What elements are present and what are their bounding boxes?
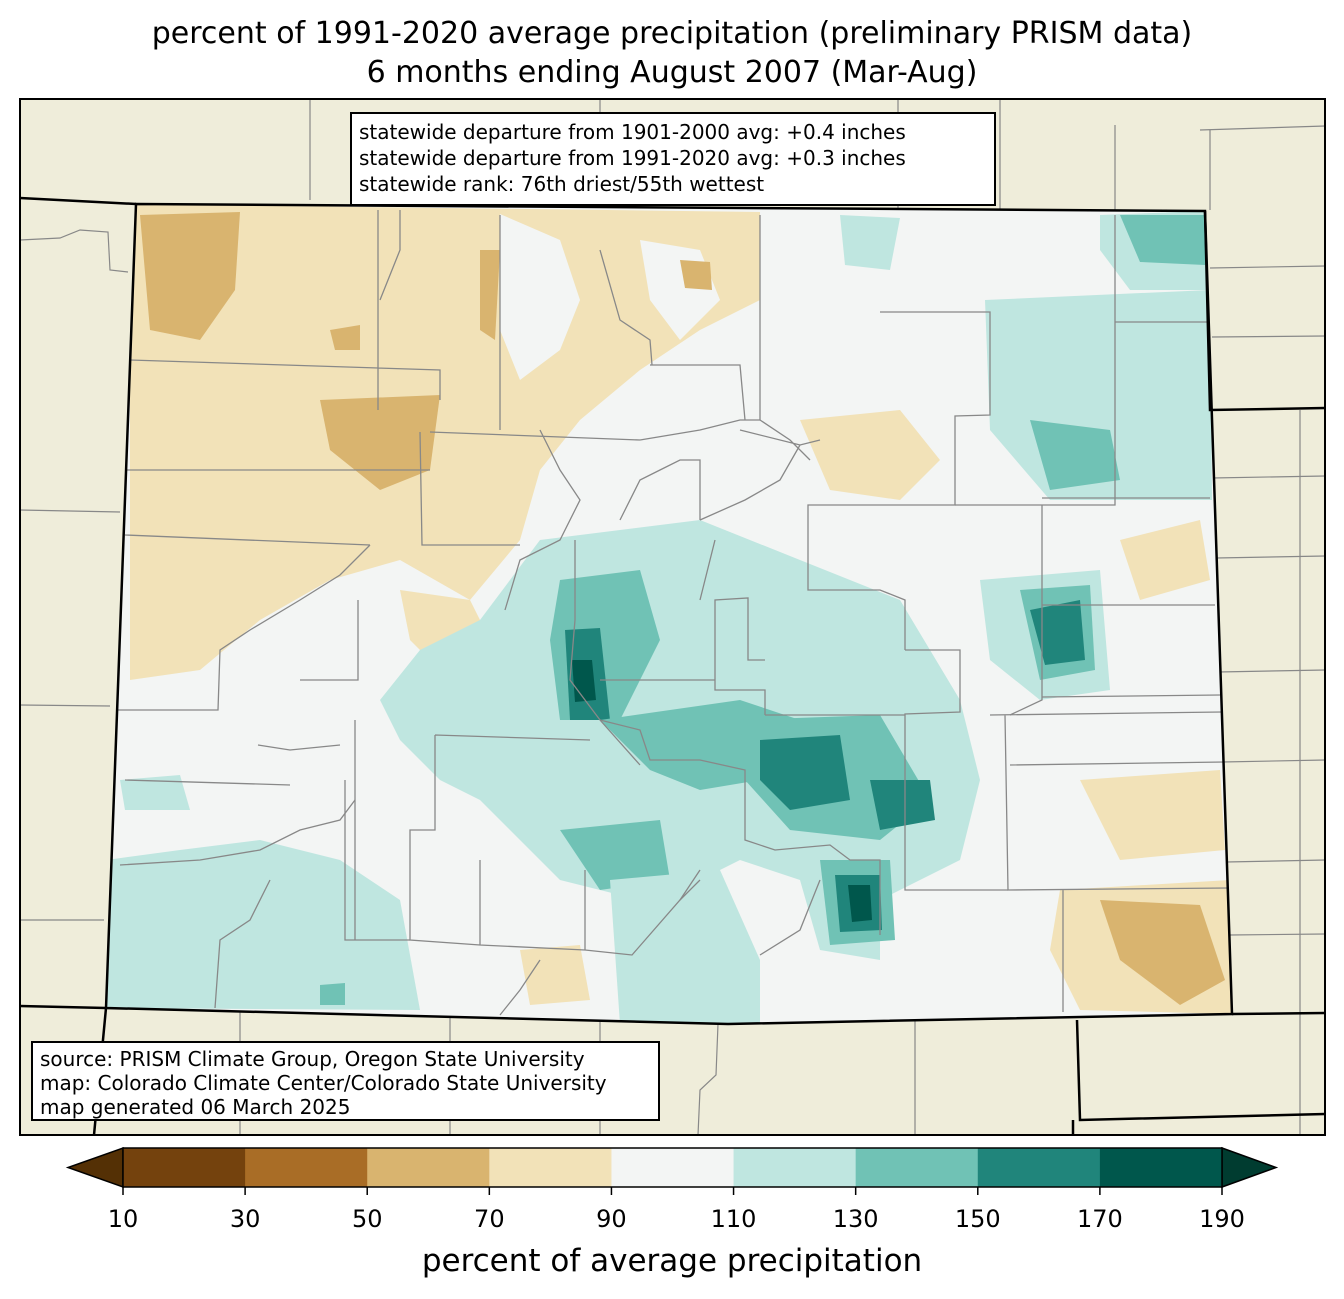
colorbar-arrow-low	[65, 1146, 124, 1189]
colorbar-tick-label: 130	[832, 1205, 879, 1233]
credits-source: source: PRISM Climate Group, Oregon Stat…	[40, 1047, 585, 1071]
colorbar-tick-label: 150	[954, 1205, 1001, 1233]
colorbar-arrow-high	[1221, 1146, 1279, 1189]
colorbar-band	[123, 1148, 246, 1187]
colorbar-band	[367, 1148, 490, 1187]
colorbar-label: percent of average precipitation	[421, 1243, 923, 1279]
colorbar-band	[733, 1148, 857, 1187]
colorbar-band	[489, 1148, 612, 1187]
colorbar-tick-label: 170	[1076, 1205, 1123, 1233]
colorbar-band	[977, 1148, 1101, 1187]
stats-line-1901: statewide departure from 1901-2000 avg: …	[359, 120, 906, 144]
stats-line-rank: statewide rank: 76th driest/55th wettest	[359, 172, 765, 196]
county-lines	[110, 210, 1231, 1016]
colorbar-tick-label: 110	[710, 1205, 757, 1233]
colorbar-band	[1099, 1148, 1223, 1187]
colorbar-tick-label: 70	[474, 1205, 505, 1233]
credits-generated: map generated 06 March 2025	[40, 1095, 351, 1119]
credits-map: map: Colorado Climate Center/Colorado St…	[40, 1071, 607, 1095]
stats-line-1991: statewide departure from 1991-2020 avg: …	[359, 146, 906, 170]
colorbar-tick-label: 90	[596, 1205, 627, 1233]
colorbar-tick-label: 30	[229, 1205, 261, 1233]
credits-box: source: PRISM Climate Group, Oregon Stat…	[31, 1041, 660, 1121]
colorbar-tick-label: 190	[1199, 1205, 1245, 1233]
colorbar-band	[245, 1148, 368, 1187]
colorbar-tick-label: 10	[107, 1205, 139, 1233]
colorbar-tick-label: 50	[351, 1205, 383, 1233]
statewide-stats-box: statewide departure from 1901-2000 avg: …	[350, 112, 996, 206]
precipitation-field	[106, 204, 1232, 1024]
colorbar-band	[611, 1148, 735, 1187]
colorbar-band	[855, 1148, 979, 1187]
map-title-line1: percent of 1991-2020 average precipitati…	[151, 16, 1193, 51]
map-frame	[19, 98, 1326, 1136]
map-title-line2: 6 months ending August 2007 (Mar-Aug)	[366, 55, 978, 90]
colorbar-outline	[122, 1147, 1223, 1188]
